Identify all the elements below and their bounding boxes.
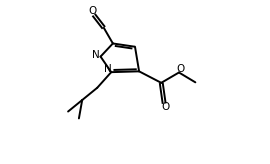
Text: N: N <box>104 64 112 73</box>
Text: O: O <box>88 6 96 16</box>
Text: N: N <box>92 50 100 60</box>
Text: O: O <box>161 102 169 112</box>
Text: O: O <box>176 64 184 74</box>
